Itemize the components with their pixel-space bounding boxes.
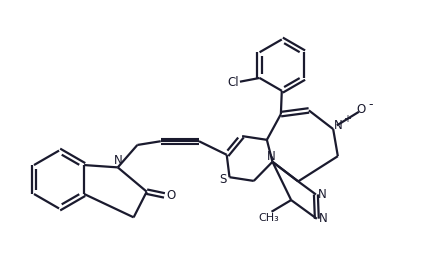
Text: Cl: Cl: [227, 76, 238, 89]
Text: N: N: [333, 119, 341, 132]
Text: S: S: [218, 173, 226, 186]
Text: CH₃: CH₃: [258, 213, 279, 223]
Text: N: N: [113, 154, 122, 167]
Text: +: +: [342, 114, 350, 124]
Text: N: N: [318, 212, 327, 225]
Text: O: O: [166, 189, 175, 202]
Text: N: N: [267, 150, 275, 163]
Text: N: N: [317, 188, 326, 201]
Text: O: O: [356, 103, 365, 116]
Text: -: -: [367, 98, 372, 111]
